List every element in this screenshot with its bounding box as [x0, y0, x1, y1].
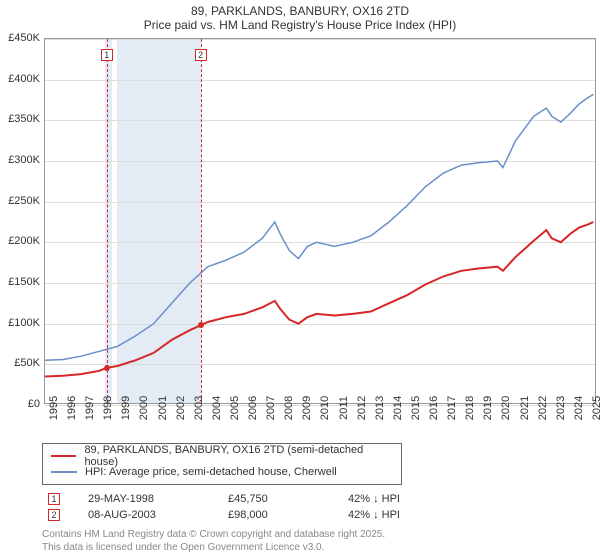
transaction-marker: 2: [48, 509, 60, 521]
x-axis-label: 2012: [356, 396, 368, 420]
x-axis-label: 1997: [84, 396, 96, 420]
y-axis-label: £400K: [0, 73, 40, 85]
marker-line: [107, 39, 108, 403]
legend: 89, PARKLANDS, BANBURY, OX16 2TD (semi-d…: [42, 443, 402, 485]
x-axis-label: 2007: [265, 396, 277, 420]
y-axis-label: £150K: [0, 276, 40, 288]
series-price_paid: [45, 222, 593, 377]
x-axis-label: 2001: [157, 396, 169, 420]
legend-label: HPI: Average price, semi-detached house,…: [85, 466, 337, 478]
x-axis-label: 2023: [555, 396, 567, 420]
transaction-date: 08-AUG-2003: [82, 507, 222, 523]
title-subtitle: Price paid vs. HM Land Registry's House …: [0, 18, 600, 32]
copyright-line: This data is licensed under the Open Gov…: [42, 542, 600, 555]
x-axis-label: 2024: [573, 396, 585, 420]
plot-area: 12: [44, 38, 596, 404]
transaction-date: 29-MAY-1998: [82, 491, 222, 507]
y-axis-label: £350K: [0, 113, 40, 125]
y-axis-label: £450K: [0, 32, 40, 44]
transactions-table: 1 29-MAY-1998£45,75042% ↓ HPI 2 08-AUG-2003…: [42, 491, 562, 523]
x-axis-label: 2022: [537, 396, 549, 420]
x-axis-label: 2025: [591, 396, 600, 420]
x-axis-label: 2010: [319, 396, 331, 420]
x-axis-label: 2011: [338, 396, 350, 420]
transaction-dot: [104, 365, 110, 371]
x-axis-label: 2003: [193, 396, 205, 420]
x-axis-label: 1996: [66, 396, 78, 420]
series-hpi: [45, 94, 593, 360]
x-axis-label: 2013: [374, 396, 386, 420]
x-axis-label: 2006: [247, 396, 259, 420]
chart: 12 £0£50K£100K£150K£200K£250K£300K£350K£…: [0, 34, 600, 439]
x-axis-label: 2004: [211, 396, 223, 420]
y-axis-label: £300K: [0, 154, 40, 166]
legend-swatch: [51, 455, 76, 457]
legend-label: 89, PARKLANDS, BANBURY, OX16 2TD (semi-d…: [84, 444, 393, 468]
marker-box: 2: [195, 49, 207, 61]
x-axis-label: 2020: [500, 396, 512, 420]
transaction-dot: [198, 322, 204, 328]
transaction-price: £98,000: [222, 507, 342, 523]
transaction-pct-hpi: 42% ↓ HPI: [342, 507, 562, 523]
x-axis-label: 2016: [428, 396, 440, 420]
y-axis-label: £250K: [0, 195, 40, 207]
x-axis-label: 2021: [519, 396, 531, 420]
chart-title: 89, PARKLANDS, BANBURY, OX16 2TD Price p…: [0, 0, 600, 34]
transaction-pct-hpi: 42% ↓ HPI: [342, 491, 562, 507]
x-axis-label: 2009: [301, 396, 313, 420]
marker-box: 1: [101, 49, 113, 61]
transaction-marker: 1: [48, 493, 60, 505]
chart-lines: [45, 39, 597, 405]
x-axis-label: 2000: [138, 396, 150, 420]
x-axis-label: 2015: [410, 396, 422, 420]
x-axis-label: 2017: [446, 396, 458, 420]
y-axis-label: £100K: [0, 317, 40, 329]
y-axis-label: £50K: [0, 357, 40, 369]
y-axis-label: £200K: [0, 235, 40, 247]
x-axis-label: 1995: [48, 396, 60, 420]
x-axis-label: 2002: [175, 396, 187, 420]
marker-line: [201, 39, 202, 403]
copyright-line: Contains HM Land Registry data © Crown c…: [42, 529, 600, 542]
x-axis-label: 1999: [120, 396, 132, 420]
x-axis-label: 2005: [229, 396, 241, 420]
legend-item-price-paid: 89, PARKLANDS, BANBURY, OX16 2TD (semi-d…: [51, 448, 393, 464]
title-address: 89, PARKLANDS, BANBURY, OX16 2TD: [0, 4, 600, 18]
transaction-price: £45,750: [222, 491, 342, 507]
x-axis-label: 2014: [392, 396, 404, 420]
x-axis-label: 2019: [482, 396, 494, 420]
x-axis-label: 2008: [283, 396, 295, 420]
legend-swatch: [51, 471, 77, 473]
x-axis-label: 1998: [102, 396, 114, 420]
x-axis-label: 2018: [464, 396, 476, 420]
copyright: Contains HM Land Registry data © Crown c…: [42, 529, 600, 554]
transaction-row: 1 29-MAY-1998£45,75042% ↓ HPI: [42, 491, 562, 507]
transaction-row: 2 08-AUG-2003£98,00042% ↓ HPI: [42, 507, 562, 523]
y-axis-label: £0: [0, 398, 40, 410]
